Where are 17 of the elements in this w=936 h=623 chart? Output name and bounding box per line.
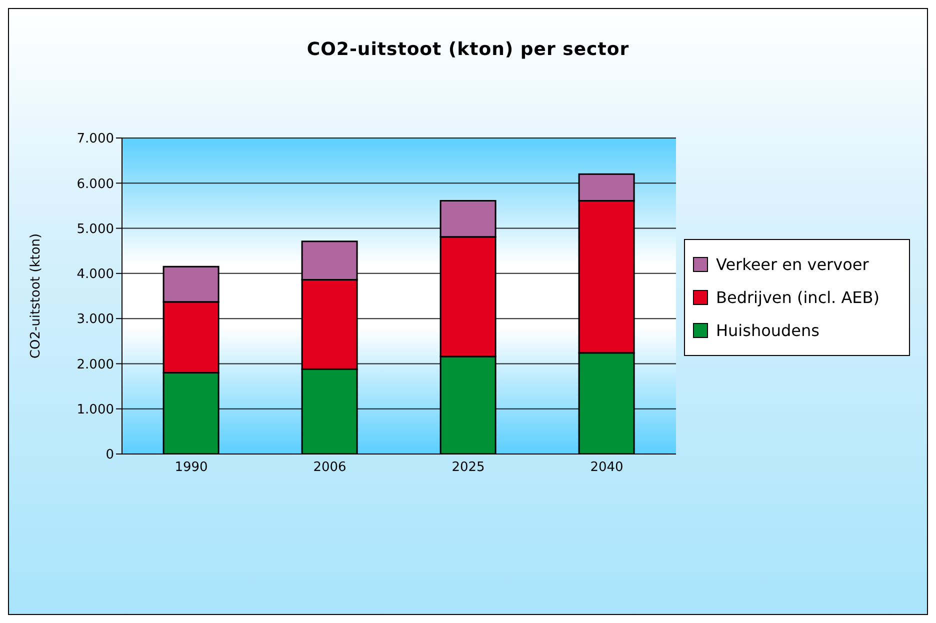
x-tick-label: 1990 xyxy=(174,460,208,476)
x-tick-label: 2006 xyxy=(313,460,346,476)
y-tick-label: 0 xyxy=(106,448,114,463)
y-tick-label: 5.000 xyxy=(76,222,114,237)
y-axis-title: CO2-uitstoot (kton) xyxy=(28,233,44,359)
y-tick-label: 3.000 xyxy=(76,312,114,328)
chart-title: CO2-uitstoot (kton) per sector xyxy=(306,39,630,60)
x-tick-label: 2025 xyxy=(452,460,485,476)
y-tick-label: 7.000 xyxy=(76,132,114,147)
legend-label: Huishoudens xyxy=(716,321,820,340)
legend-label: Bedrijven (incl. AEB) xyxy=(716,288,880,307)
y-tick-label: 6.000 xyxy=(76,176,114,192)
y-tick-label: 1.000 xyxy=(76,402,114,418)
y-tick-label: 4.000 xyxy=(76,267,114,282)
y-tick-label: 2.000 xyxy=(76,357,114,372)
x-tick-label: 2040 xyxy=(590,460,624,476)
legend-label: Verkeer en vervoer xyxy=(716,255,869,274)
